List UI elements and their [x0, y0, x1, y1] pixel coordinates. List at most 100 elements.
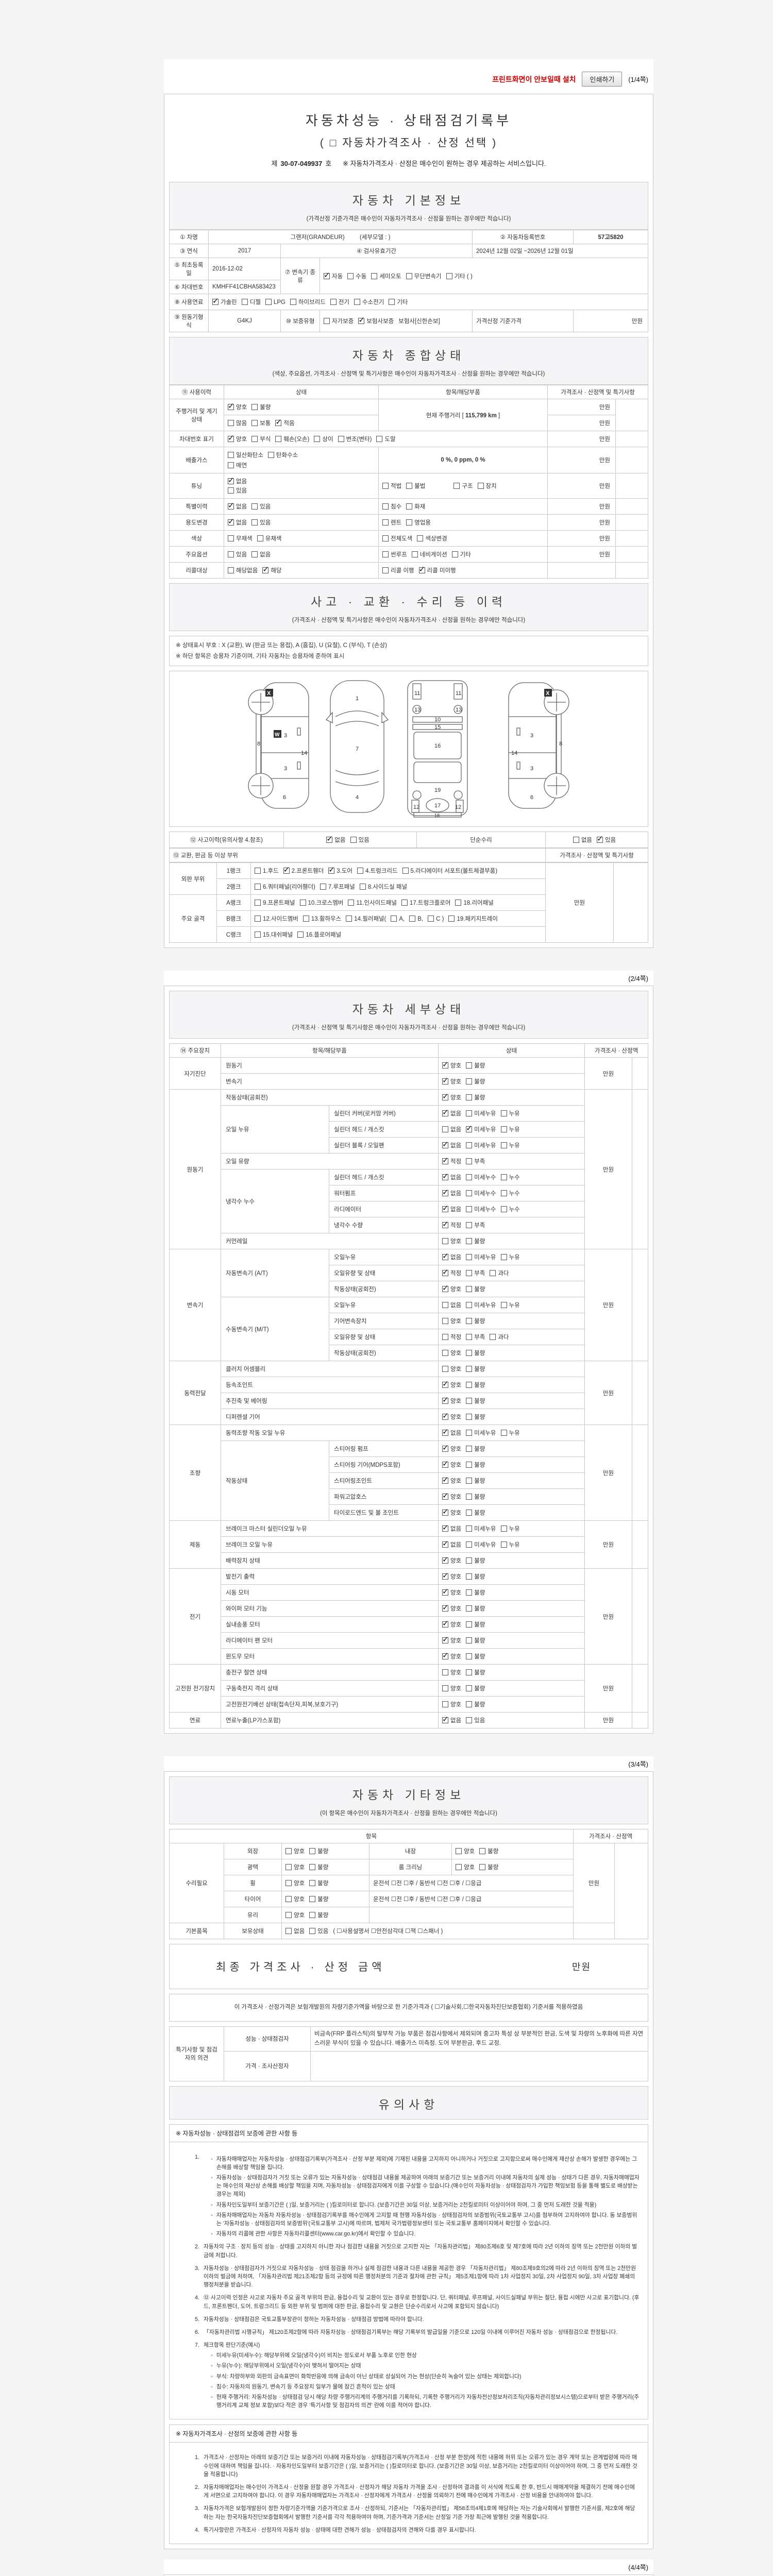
check-option-label: 미세누수 [474, 1175, 496, 1181]
check-option: 미세누유 [466, 1141, 496, 1149]
check-option: 불량 [309, 1911, 328, 1919]
check-option: 없음 [228, 501, 247, 511]
check-option: 17.트렁크플로어 [401, 899, 450, 907]
exterior-options: 양호 불량 [281, 1843, 369, 1860]
item-label: 커먼레일 [221, 1233, 439, 1250]
check-option-label: 도말 [384, 436, 396, 443]
checkbox-checked-icon [328, 865, 335, 874]
check-option-label: 적정 [450, 1223, 462, 1229]
color-label: 색상 [169, 530, 224, 547]
check-option-label: 19.패키지트레이 [457, 916, 498, 923]
state-options: 양호 불량 [438, 1345, 585, 1362]
device-group-label: 변속기 [169, 1249, 221, 1362]
repair-note [614, 1843, 648, 1940]
notice-item-body: 자동차성능 · 상태점검자가 거짓으로 자동차성능 · 상태 점검을 하거나 실… [204, 2264, 642, 2290]
rankA-label: A랭크 [216, 894, 251, 911]
check-option: 불량 [309, 1879, 328, 1887]
check-option-label: 없음 [450, 1143, 462, 1149]
registration-no-label: ② 자동차등록번호 [472, 230, 574, 244]
notice-item: 3. 자동차가격은 보험개발원이 정한 차량기준가액을 기준가격으로 조사 · 산… [188, 2504, 642, 2521]
checkbox-icon [466, 1078, 473, 1085]
check-option: 미세누유 [466, 1109, 496, 1117]
notice-item-text: 「자동차관리법 시행규칙」 제120조제2항에 따라 자동차성능 · 상태점검기… [204, 2329, 618, 2335]
check-option-label: 불량 [260, 404, 271, 411]
notice-header: 유의사항 [169, 2086, 648, 2120]
check-option-label: 양호 [464, 1849, 475, 1855]
usage-change-note [615, 514, 648, 531]
interior-label: 내장 [369, 1843, 452, 1860]
check-option: 없음 [228, 517, 247, 527]
check-option: 3.도어 [328, 865, 352, 875]
note-cell [632, 1712, 648, 1729]
install-print-helper-link[interactable]: 프린트화면이 안보일때 설치 [492, 75, 576, 83]
notice-sub-item: ◦ 현재 주행거리: 자동차성능 · 상태점검 당시 해당 차량 주행거리계의 주… [211, 2393, 640, 2410]
check-option: 없음 [285, 1927, 305, 1935]
state-options: 없음 미세누유 누유 [438, 1105, 585, 1122]
checkbox-icon [500, 1142, 507, 1149]
checkbox-icon [466, 1717, 473, 1724]
checkbox-icon [466, 1062, 473, 1069]
check-option-label: 불량 [317, 1849, 329, 1855]
checkbox-icon [228, 535, 234, 541]
checkbox-icon [382, 519, 389, 526]
checkbox-checked-icon [442, 1539, 449, 1548]
mileage-value: 현재 주행거리 [ 115,799 km ] [378, 399, 548, 431]
engine-type-value: G4KJ [208, 310, 281, 332]
check-option: 양호 [442, 1619, 461, 1629]
check-option-label: 매연 [236, 463, 247, 469]
check-option-label: 14.필러패널( [354, 916, 386, 923]
state-options: 양호 불량 [438, 1504, 585, 1521]
checkbox-icon [466, 1174, 473, 1181]
checkbox-icon [466, 1541, 473, 1548]
check-option-label: 유채색 [265, 536, 282, 542]
checkbox-checked-icon [442, 1635, 449, 1644]
notice-item: 2. 자동차매매업자는 매수인이 가격조사 · 산정을 원할 경우 가격조사 · … [188, 2483, 642, 2500]
check-option-label: 적정 [450, 1159, 462, 1165]
notice-item-body: 가격조사 · 산정자는 아래의 보증기간 또는 보증거리 이내에 자동차성능 ·… [204, 2453, 642, 2479]
detail-row: 오일 유량 적정 부족 [170, 1153, 648, 1170]
simple-repair-label: 단순수리 [416, 832, 546, 849]
check-option-label: 양호 [450, 1606, 462, 1613]
notice-sub-item: ◦ 자동차매매업자는 자동차성능 · 상태점검기록부(가격조사 · 산정 부분 제… [211, 2155, 640, 2172]
etc-header: 자동차 기타정보 (이 항목은 매수인이 자동차가격조사 · 산정을 원하는 경… [169, 1776, 648, 1825]
check-option-label: 양호 [294, 1849, 305, 1855]
item-label: 브레이크 마스터 실린더오일 누유 [221, 1520, 439, 1537]
check-option: 전기 [330, 298, 349, 306]
check-option: 불량 [466, 1556, 485, 1565]
check-option: 부족 [466, 1333, 485, 1341]
item-label: 작동상태(공회전) [221, 1089, 439, 1106]
svg-text:7: 7 [356, 746, 359, 752]
check-option-label: 누유 [509, 1143, 520, 1149]
check-option-label: 있음 [260, 520, 271, 526]
checkbox-checked-icon [442, 1603, 449, 1612]
checkbox-checked-icon [442, 1267, 449, 1277]
check-option-label: 불량 [488, 1865, 499, 1871]
check-option-label: 5.라디에이터 서포트(볼트체결부품) [410, 868, 498, 875]
check-option-label: 4.트렁크리드 [365, 868, 398, 875]
notice-item: 5. 자동차성능 · 상태점검은 국토교통부장관이 정하는 자동차성능 · 상태점… [188, 2315, 642, 2324]
check-option: 전체도색 [382, 534, 412, 543]
check-option: 부족 [466, 1221, 485, 1229]
detail-row: 등속조인트 양호 불량 [170, 1377, 648, 1394]
state-options: 양호 불량 [438, 1361, 585, 1378]
svg-text:3: 3 [530, 766, 533, 772]
item-label: 오일 누유 [221, 1105, 329, 1154]
rankA-options: 9.프론트패널 10.크로스멤버 11.인사이드패널 17.트렁크플로어 18.리어패널 [250, 894, 546, 911]
check-option: 불량 [466, 1509, 485, 1517]
checkbox-icon [442, 1126, 448, 1133]
item-label: 작동상태 [221, 1440, 329, 1521]
emission-price: 만원 [547, 447, 616, 473]
print-button[interactable]: 인쇄하기 [582, 72, 623, 87]
check-option: 색상변경 [417, 534, 447, 543]
check-option: 8.사이드실 패널 [359, 883, 407, 891]
basic-info-title: 자동차 기본정보 [352, 194, 465, 207]
rank1-label: 1랭크 [216, 862, 251, 879]
check-option: 있음 [309, 1927, 328, 1935]
checkbox-icon [411, 551, 418, 557]
bullet-icon: ◦ [211, 2156, 213, 2162]
check-option-label: 있음 [236, 552, 247, 558]
check-option: LPG [265, 299, 285, 306]
check-option-label: 13.휠하우스 [311, 916, 342, 923]
item-label: 원동기 [221, 1057, 439, 1074]
checkbox-icon [275, 436, 282, 442]
